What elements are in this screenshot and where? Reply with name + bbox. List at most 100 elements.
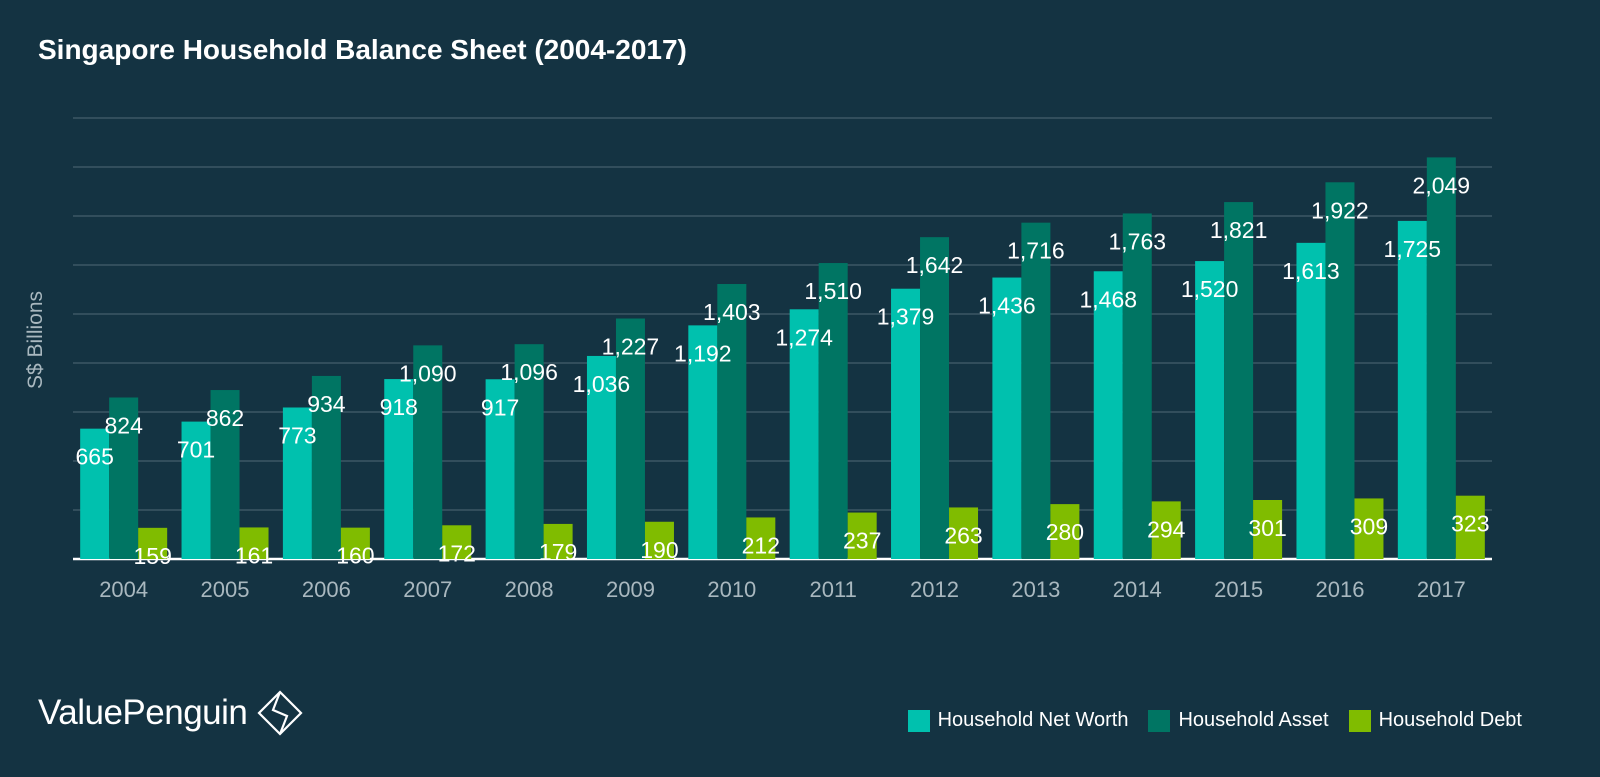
debt-bar (746, 517, 776, 559)
x-tick-label: 2011 (810, 577, 857, 602)
debt-bar (543, 523, 573, 559)
debt-bar (1253, 500, 1283, 559)
net-worth-label: 918 (380, 394, 418, 420)
x-tick-label: 2016 (1315, 577, 1364, 602)
net-worth-bar (688, 325, 718, 559)
asset-label: 1,763 (1108, 228, 1166, 254)
x-tick-label: 2014 (1113, 577, 1162, 602)
asset-label: 1,642 (906, 252, 964, 278)
net-worth-label: 1,036 (573, 371, 631, 397)
net-worth-bar (80, 428, 110, 559)
asset-bar (1021, 222, 1051, 559)
net-worth-bar (282, 407, 312, 559)
net-worth-bar (992, 277, 1022, 559)
bars (80, 157, 1485, 560)
asset-label: 862 (206, 405, 244, 431)
net-worth-label: 1,379 (877, 304, 935, 330)
debt-label: 161 (235, 542, 273, 568)
data-labels: 665 824 159 701 862 161 773 934 160 918 1,090 172 91… (75, 172, 1489, 568)
legend-item-net-worth: Household Net Worth (907, 709, 1129, 732)
legend-swatch (907, 709, 930, 732)
legend-swatch (1148, 709, 1171, 732)
legend-swatch (1348, 709, 1371, 732)
debt-bar (644, 521, 674, 559)
debt-label: 294 (1147, 516, 1186, 542)
debt-bar (138, 527, 168, 559)
asset-label: 1,090 (399, 360, 457, 386)
debt-label: 323 (1451, 511, 1489, 537)
net-worth-label: 917 (481, 394, 519, 420)
x-tick-label: 2005 (201, 577, 250, 602)
debt-bar (1455, 495, 1485, 559)
asset-bar (210, 390, 240, 559)
asset-label: 1,096 (500, 359, 558, 385)
debt-bar (239, 527, 269, 559)
asset-bar (1325, 182, 1355, 559)
asset-label: 824 (104, 412, 143, 438)
x-tick-label: 2012 (910, 577, 959, 602)
net-worth-label: 1,192 (674, 340, 732, 366)
net-worth-bar (1296, 242, 1326, 560)
asset-bar (920, 237, 950, 559)
debt-bar (1050, 504, 1080, 559)
asset-bar (109, 397, 139, 559)
legend-label: Household Net Worth (937, 709, 1129, 731)
y-axis-label: S$ Billions (24, 291, 47, 389)
x-tick-label: 2004 (99, 577, 148, 602)
debt-label: 179 (539, 539, 577, 565)
net-worth-label: 701 (177, 437, 215, 463)
asset-bar (615, 318, 645, 559)
asset-bar (1122, 213, 1152, 559)
x-tick-label: 2009 (606, 577, 655, 602)
net-worth-bar (1195, 261, 1225, 559)
net-worth-label: 1,725 (1384, 236, 1442, 262)
asset-label: 1,922 (1311, 197, 1369, 223)
x-tick-label: 2007 (403, 577, 452, 602)
diamond-logo-icon (257, 690, 303, 736)
debt-bar (949, 507, 979, 559)
x-tick-label: 2010 (707, 577, 756, 602)
net-worth-bar (485, 379, 515, 559)
debt-bar (442, 525, 472, 559)
x-tick-labels: 2004 2005 2006 2007 2008 2009 2010 2011 2012 2013… (99, 577, 1466, 602)
debt-label: 190 (640, 537, 678, 563)
net-worth-bar (384, 379, 414, 559)
asset-label: 934 (307, 391, 346, 417)
debt-label: 159 (133, 543, 171, 569)
legend-item-asset: Household Asset (1148, 709, 1329, 732)
asset-label: 1,510 (804, 278, 862, 304)
debt-bar (847, 512, 877, 559)
asset-bar (1426, 157, 1456, 559)
debt-bar (1354, 498, 1384, 559)
net-worth-label: 1,436 (978, 293, 1036, 319)
asset-label: 1,821 (1210, 217, 1268, 243)
debt-bar (1151, 501, 1181, 559)
net-worth-bar (789, 309, 819, 559)
asset-bar (514, 344, 544, 559)
legend-item-debt: Household Debt (1348, 709, 1522, 732)
net-worth-bar (1397, 220, 1427, 559)
x-tick-label: 2006 (302, 577, 351, 602)
asset-bar (311, 375, 341, 559)
legend-label: Household Asset (1178, 709, 1329, 731)
net-worth-bar (586, 355, 616, 559)
asset-bar (717, 284, 747, 559)
net-worth-label: 1,274 (775, 324, 833, 350)
x-tick-label: 2017 (1417, 577, 1466, 602)
asset-bar (413, 345, 443, 559)
debt-label: 237 (843, 528, 881, 554)
brand: ValuePenguin (38, 690, 303, 736)
asset-label: 2,049 (1413, 172, 1471, 198)
x-tick-label: 2013 (1011, 577, 1060, 602)
net-worth-label: 1,468 (1079, 286, 1137, 312)
asset-label: 1,403 (703, 299, 761, 325)
net-worth-bar (181, 421, 211, 559)
asset-bar (1224, 202, 1254, 560)
debt-bar (340, 527, 370, 559)
debt-label: 280 (1046, 519, 1084, 545)
debt-label: 263 (944, 522, 982, 548)
debt-label: 160 (336, 543, 374, 569)
legend-label: Household Debt (1378, 709, 1522, 731)
debt-label: 301 (1248, 515, 1286, 541)
